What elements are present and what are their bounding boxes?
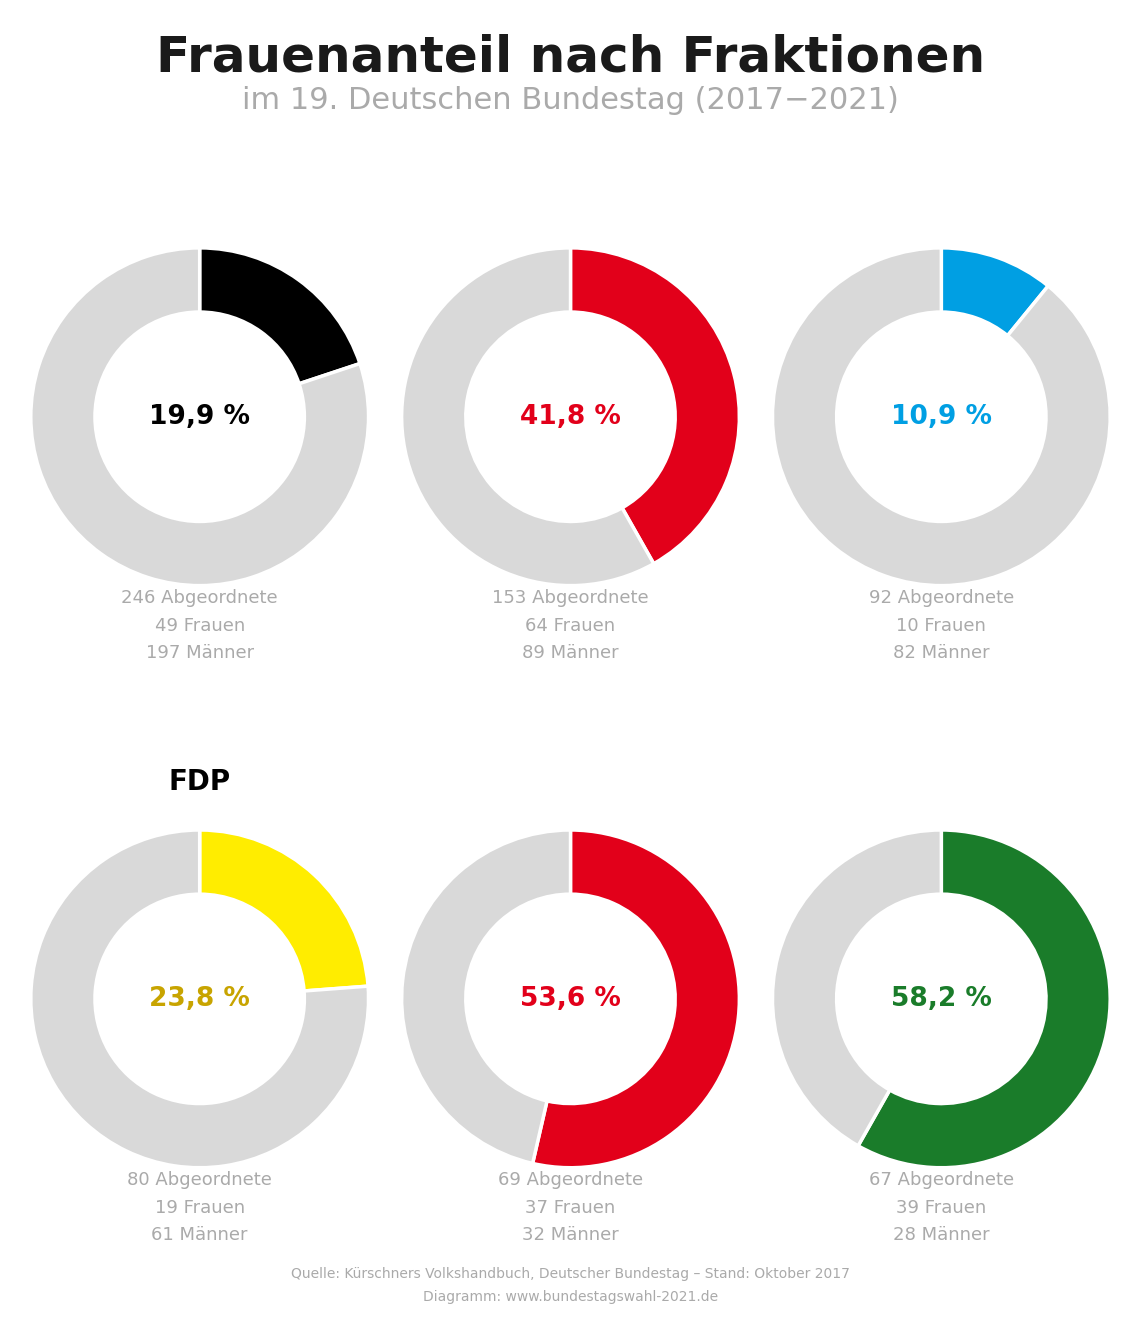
- Text: 58,2 %: 58,2 %: [891, 986, 992, 1012]
- Text: Grüne: Grüne: [893, 767, 989, 796]
- Text: SPD: SPD: [539, 185, 602, 214]
- Wedge shape: [772, 247, 1110, 586]
- Text: 92 Abgeordnete
10 Frauen
82 Männer: 92 Abgeordnete 10 Frauen 82 Männer: [868, 589, 1014, 663]
- Text: 153 Abgeordnete
64 Frauen
89 Männer: 153 Abgeordnete 64 Frauen 89 Männer: [492, 589, 649, 663]
- Text: 41,8 %: 41,8 %: [520, 404, 621, 430]
- Text: Quelle: Kürschners Volkshandbuch, Deutscher Bundestag – Stand: Oktober 2017: Quelle: Kürschners Volkshandbuch, Deutsc…: [291, 1267, 850, 1282]
- Text: 246 Abgeordnete
49 Frauen
197 Männer: 246 Abgeordnete 49 Frauen 197 Männer: [121, 589, 278, 663]
- Text: im 19. Deutschen Bundestag (2017−2021): im 19. Deutschen Bundestag (2017−2021): [242, 86, 899, 115]
- Wedge shape: [402, 247, 654, 586]
- Text: CDU/CSU: CDU/CSU: [130, 185, 269, 214]
- Wedge shape: [570, 247, 739, 564]
- Wedge shape: [941, 247, 1049, 336]
- Wedge shape: [533, 830, 739, 1168]
- Text: Diagramm: www.bundestagswahl-2021.de: Diagramm: www.bundestagswahl-2021.de: [423, 1290, 718, 1304]
- Wedge shape: [858, 830, 1110, 1168]
- Wedge shape: [200, 830, 369, 991]
- Text: FDP: FDP: [169, 767, 230, 796]
- Text: 69 Abgeordnete
37 Frauen
32 Männer: 69 Abgeordnete 37 Frauen 32 Männer: [497, 1171, 644, 1245]
- Text: 10,9 %: 10,9 %: [891, 404, 992, 430]
- Text: Linke: Linke: [528, 767, 613, 796]
- Text: AfD: AfD: [913, 185, 970, 214]
- Wedge shape: [402, 830, 570, 1163]
- Wedge shape: [200, 247, 359, 384]
- Text: Frauenanteil nach Fraktionen: Frauenanteil nach Fraktionen: [156, 33, 985, 81]
- Wedge shape: [772, 830, 941, 1146]
- Text: 23,8 %: 23,8 %: [149, 986, 250, 1012]
- Text: 19,9 %: 19,9 %: [149, 404, 250, 430]
- Text: 67 Abgeordnete
39 Frauen
28 Männer: 67 Abgeordnete 39 Frauen 28 Männer: [868, 1171, 1014, 1245]
- Text: 53,6 %: 53,6 %: [520, 986, 621, 1012]
- Wedge shape: [31, 830, 369, 1168]
- Wedge shape: [31, 247, 369, 586]
- Text: 80 Abgeordnete
19 Frauen
61 Männer: 80 Abgeordnete 19 Frauen 61 Männer: [128, 1171, 272, 1245]
